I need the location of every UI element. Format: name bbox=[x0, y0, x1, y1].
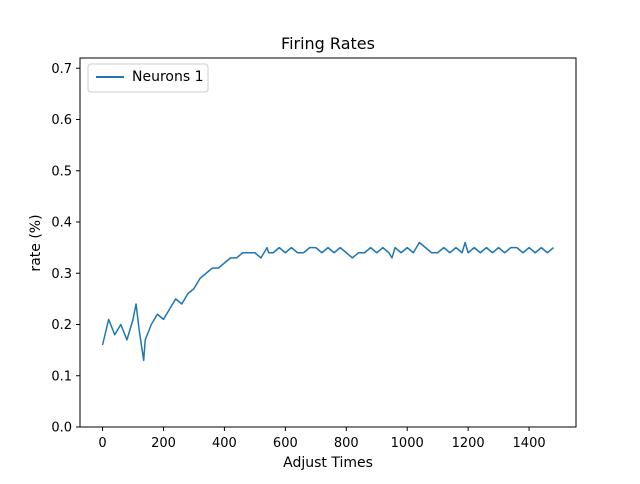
x-tick-label: 1200 bbox=[452, 436, 485, 451]
y-tick-label: 0.0 bbox=[51, 421, 72, 436]
x-axis-ticks: 0 200 400 600 800 1000 1200 1400 bbox=[98, 427, 546, 451]
x-tick-label: 400 bbox=[212, 436, 237, 451]
x-tick-label: 1400 bbox=[513, 436, 546, 451]
y-tick-label: 0.1 bbox=[51, 369, 72, 384]
y-tick-label: 0.5 bbox=[51, 164, 72, 179]
y-tick-label: 0.3 bbox=[51, 267, 72, 282]
x-axis-label: Adjust Times bbox=[283, 455, 373, 471]
y-tick-label: 0.6 bbox=[51, 113, 72, 128]
y-axis-label: rate (%) bbox=[28, 214, 44, 271]
chart-title: Firing Rates bbox=[281, 34, 375, 53]
series-line-1 bbox=[101, 241, 554, 362]
axes-frame bbox=[79, 57, 577, 428]
series-layer bbox=[101, 241, 554, 362]
legend-label-neurons-1: Neurons 1 bbox=[132, 69, 204, 85]
plot-area bbox=[79, 57, 577, 428]
y-axis-ticks: 0.0 0.1 0.2 0.3 0.4 0.5 0.6 0.7 bbox=[51, 62, 80, 436]
legend-box bbox=[87, 63, 209, 93]
legend: Neurons 1 bbox=[87, 63, 209, 93]
y-tick-label: 0.4 bbox=[51, 216, 72, 231]
x-tick-label: 600 bbox=[273, 436, 298, 451]
x-tick-label: 0 bbox=[98, 436, 106, 451]
x-tick-label: 200 bbox=[151, 436, 176, 451]
x-tick-label: 1000 bbox=[391, 436, 424, 451]
y-tick-label: 0.2 bbox=[51, 318, 72, 333]
x-tick-label: 800 bbox=[334, 436, 359, 451]
y-tick-label: 0.7 bbox=[51, 62, 72, 77]
